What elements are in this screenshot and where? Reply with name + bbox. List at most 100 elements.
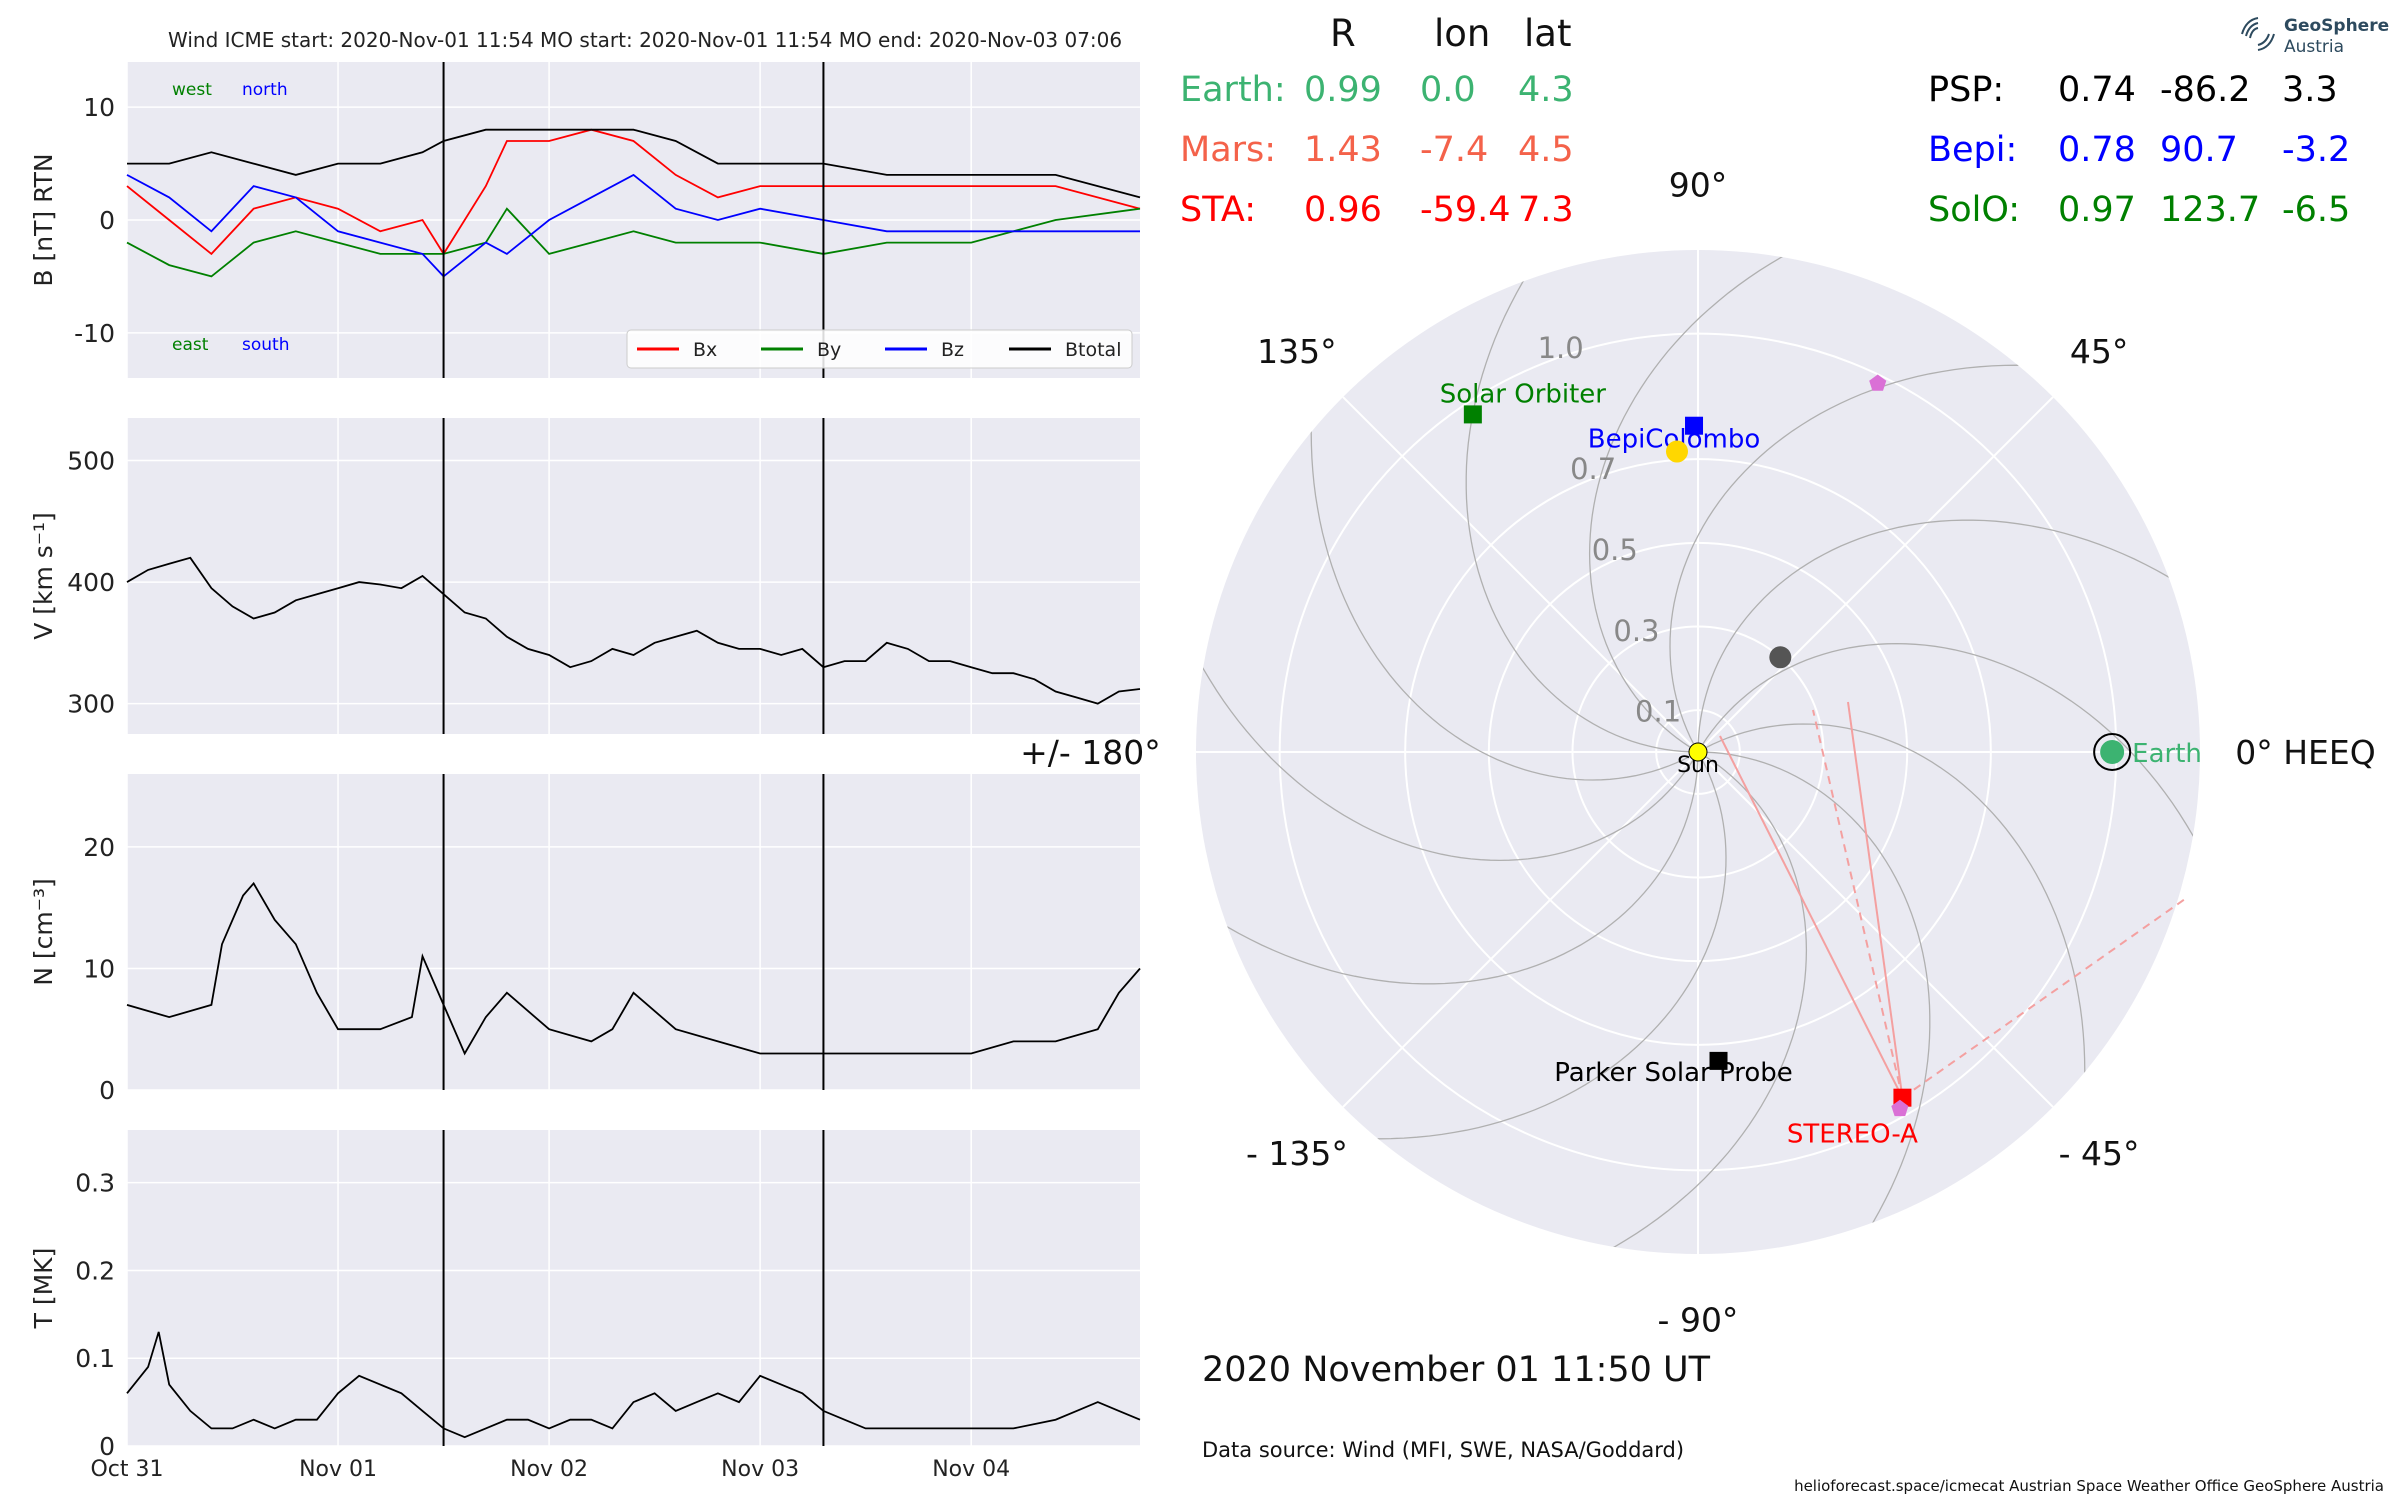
- x-tick-label: Oct 31: [90, 1457, 163, 1482]
- parker-spiral-line: [1678, 751, 1931, 1254]
- panel-background: [127, 1130, 1140, 1446]
- spacecraft-connection-lines: [1719, 701, 2186, 1099]
- legend-label-Bx: Bx: [693, 339, 717, 361]
- series-line-Btotal: [127, 128, 1141, 199]
- table-cell-psp-lat: 3.3: [2282, 70, 2338, 110]
- annotation-east: east: [172, 335, 209, 355]
- parker-spirals: [1196, 250, 2200, 1254]
- series-line-Bx: [126, 128, 1141, 256]
- parker-spiral-line: [1465, 250, 1718, 753]
- x-tick-label: Nov 02: [510, 1457, 588, 1482]
- panel-speed: 300 400 500 V [km s⁻¹]: [29, 418, 1141, 734]
- angle-label: - 45°: [2059, 1134, 2140, 1173]
- table-cell-solo-r: 0.97: [2058, 190, 2136, 230]
- sta-line-solid: [1719, 735, 1904, 1099]
- table-cell-earth-lon: 0.0: [1420, 70, 1476, 110]
- angle-label: 135°: [1257, 332, 1337, 371]
- x-tick-label: Nov 03: [721, 1457, 799, 1482]
- angle-label: 0° HEEQ: [2235, 733, 2375, 772]
- y-axis-label: B [nT] RTN: [29, 153, 58, 286]
- sta-line-solid: [1847, 701, 1904, 1098]
- table-cell-earth-r: 0.99: [1304, 70, 1382, 110]
- y-tick-label: 0.3: [75, 1169, 115, 1198]
- y-axis-label: N [cm⁻³]: [29, 878, 58, 985]
- label-sun: Sun: [1677, 753, 1719, 778]
- parker-spiral-line: [1588, 250, 2045, 749]
- annotation-north: north: [242, 80, 288, 100]
- series-line-Bz: [126, 173, 1140, 278]
- table-cell-sta-lon: -59.4: [1420, 190, 1511, 230]
- geosphere-logo: GeoSphere Austria: [2236, 12, 2390, 62]
- legend: Bx By Bz Btotal: [626, 329, 1133, 369]
- table-cell-psp-name: PSP:: [1928, 70, 2005, 110]
- table-cell-solo-lat: -6.5: [2282, 190, 2351, 230]
- y-tick-label: 0.1: [75, 1344, 115, 1373]
- radial-tick-label: 1.0: [1538, 331, 1584, 365]
- angular-grid-line: [1342, 396, 1699, 753]
- label-earth: Earth: [2132, 739, 2202, 769]
- series-line-speed: [126, 556, 1141, 705]
- label-psp: Parker Solar Probe: [1554, 1058, 1792, 1088]
- y-tick-label: 10: [83, 93, 115, 122]
- table-cell-earth-name: Earth:: [1180, 70, 1286, 110]
- y-tick-label: 0: [99, 206, 115, 235]
- angle-label: 90°: [1669, 166, 1728, 205]
- y-tick-label: 20: [83, 833, 115, 862]
- marker-other2: [1891, 1099, 1909, 1117]
- earth-ring: [2093, 733, 2132, 771]
- panel-magnetic-field: -10 0 10 B [nT] RTN west north east south Bx By Bz…: [29, 62, 1141, 378]
- x-tick-label: Nov 04: [932, 1457, 1010, 1482]
- marker-earth: [2100, 740, 2125, 764]
- table-cell-mars-r: 1.43: [1304, 130, 1382, 170]
- table-cell-bepi-name: Bepi:: [1928, 130, 2018, 170]
- marker-sun: [1688, 742, 1708, 762]
- series-line-By: [126, 207, 1141, 278]
- parker-spiral-line: [1697, 519, 2200, 772]
- table-cell-psp-lon: -86.2: [2160, 70, 2251, 110]
- y-tick-label: 300: [67, 690, 115, 719]
- plot-datestamp: 2020 November 01 11:50 UT: [1202, 1350, 1711, 1390]
- event-title: Wind ICME start: 2020-Nov-01 11:54 MO st…: [168, 28, 1123, 52]
- table-cell-solo-lon: 123.7: [2160, 190, 2261, 230]
- table-cell-sta-r: 0.96: [1304, 190, 1382, 230]
- parker-spiral-line: [1351, 755, 1808, 1254]
- marker-other1: [1869, 374, 1887, 391]
- label-sta: STEREO-A: [1787, 1120, 1918, 1150]
- footer-credits: helioforecast.space/icmecat Austrian Spa…: [1794, 1477, 2384, 1495]
- timeseries-panels: -10 0 10 B [nT] RTN west north east south Bx By Bz…: [29, 62, 1141, 1482]
- data-source-note: Data source: Wind (MFI, SWE, NASA/Goddar…: [1202, 1438, 1685, 1462]
- marker-mercury: [1769, 646, 1792, 669]
- angle-label: - 135°: [1246, 1134, 1348, 1173]
- legend-label-By: By: [817, 339, 841, 361]
- angular-grid-line: [1342, 751, 1699, 1108]
- panel-density: 0 10 20 N [cm⁻³]: [29, 774, 1141, 1105]
- logo-icon: [2241, 17, 2275, 51]
- table-cell-mars-name: Mars:: [1180, 130, 1277, 170]
- annotation-south: south: [242, 335, 289, 355]
- logo-line1: GeoSphere: [2284, 16, 2390, 36]
- radial-tick-label: 0.5: [1592, 533, 1638, 567]
- angle-label: - 90°: [1658, 1300, 1739, 1339]
- label-solo: Solar Orbiter: [1440, 379, 1607, 409]
- table-cell-bepi-r: 0.78: [2058, 130, 2136, 170]
- table-cell-solo-name: SolO:: [1928, 190, 2021, 230]
- polar-plot: 0.1 0.3 0.5 0.7 1.0 0° HEEQ 45° 90° 135° +/- 180°…: [1020, 166, 2376, 1340]
- y-tick-label: 0: [99, 1432, 115, 1461]
- radial-tick-label: 0.7: [1570, 452, 1616, 486]
- y-axis-label: V [km s⁻¹]: [29, 512, 58, 640]
- y-tick-label: -10: [74, 319, 115, 348]
- angle-label: +/- 180°: [1020, 733, 1161, 772]
- legend-label-Btotal: Btotal: [1065, 339, 1121, 361]
- table-cell-bepi-lat: -3.2: [2282, 130, 2351, 170]
- annotation-west: west: [172, 80, 212, 100]
- marker-psp: [1709, 1051, 1728, 1070]
- table-cell-mars-lat: 4.5: [1518, 130, 1574, 170]
- parker-spiral-line: [1196, 732, 1699, 985]
- table-cell-earth-lat: 4.3: [1518, 70, 1574, 110]
- x-tick-label: Nov 01: [299, 1457, 377, 1482]
- y-tick-label: 0.2: [75, 1256, 115, 1285]
- sta-line-dashed: [1901, 898, 2186, 1099]
- sta-line-dashed: [1812, 709, 1904, 1098]
- legend-box: [626, 329, 1133, 369]
